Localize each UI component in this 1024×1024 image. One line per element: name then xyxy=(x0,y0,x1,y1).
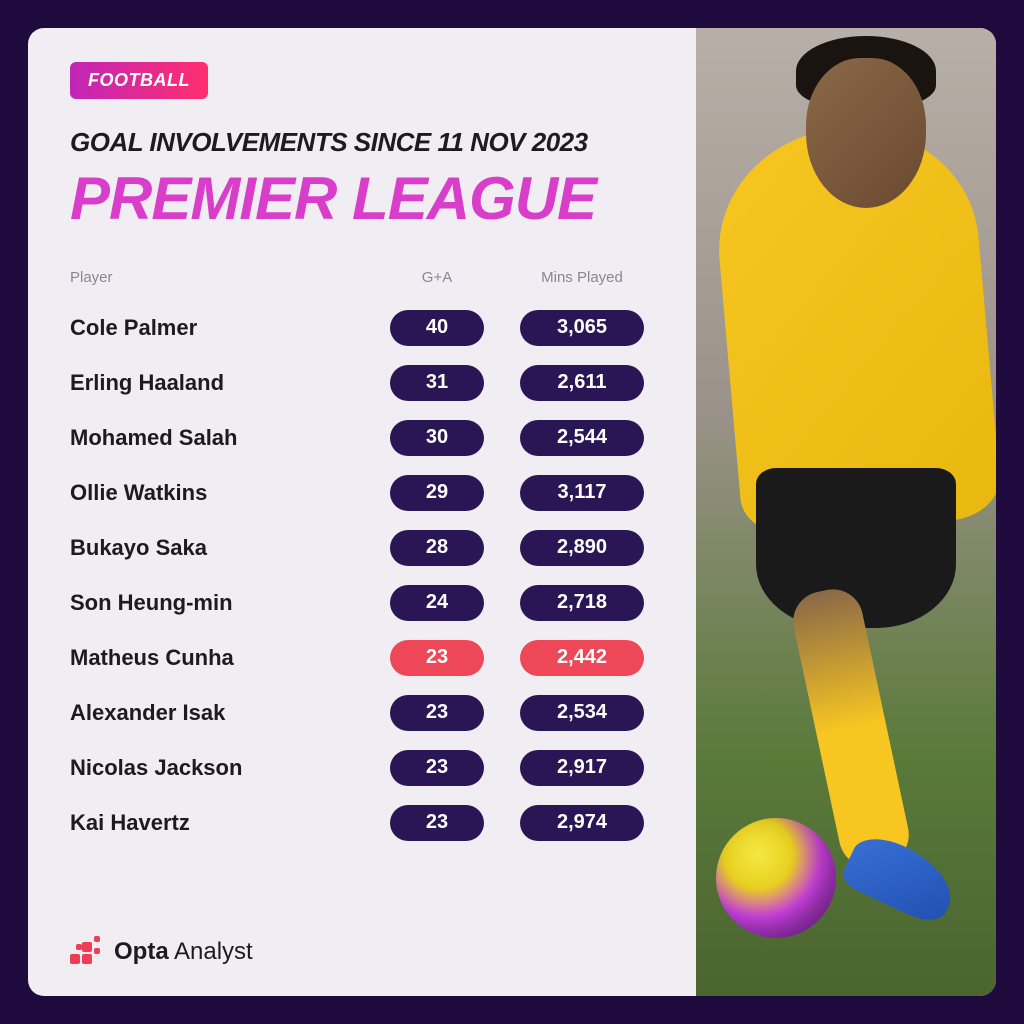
stats-card: FOOTBALL GOAL INVOLVEMENTS SINCE 11 NOV … xyxy=(28,28,996,996)
table-row: Cole Palmer 40 3,065 xyxy=(70,300,662,355)
ga-pill: 24 xyxy=(390,585,484,621)
mins-pill: 2,534 xyxy=(520,695,644,731)
table-body: Cole Palmer 40 3,065 Erling Haaland 31 2,611 M… xyxy=(70,300,662,914)
mins-cell: 3,117 xyxy=(502,475,662,511)
mins-cell: 2,544 xyxy=(502,420,662,456)
player-name: Matheus Cunha xyxy=(70,645,372,671)
mins-cell: 2,718 xyxy=(502,585,662,621)
mins-pill: 2,611 xyxy=(520,365,644,401)
mins-pill: 2,890 xyxy=(520,530,644,566)
col-header-mins: Mins Played xyxy=(502,269,662,286)
mins-pill: 2,442 xyxy=(520,640,644,676)
table-row: Ollie Watkins 29 3,117 xyxy=(70,465,662,520)
ga-cell: 24 xyxy=(372,585,502,621)
ga-pill: 28 xyxy=(390,530,484,566)
ga-pill: 23 xyxy=(390,750,484,786)
ga-cell: 23 xyxy=(372,750,502,786)
ga-pill: 29 xyxy=(390,475,484,511)
photo-head xyxy=(806,58,926,208)
mins-cell: 2,974 xyxy=(502,805,662,841)
photo-ball xyxy=(716,818,836,938)
ga-cell: 40 xyxy=(372,310,502,346)
card-subtitle: GOAL INVOLVEMENTS SINCE 11 NOV 2023 xyxy=(70,127,662,158)
table-row: Erling Haaland 31 2,611 xyxy=(70,355,662,410)
mins-pill: 2,917 xyxy=(520,750,644,786)
outer-frame: FOOTBALL GOAL INVOLVEMENTS SINCE 11 NOV … xyxy=(0,0,1024,1024)
mins-pill: 2,544 xyxy=(520,420,644,456)
content-panel: FOOTBALL GOAL INVOLVEMENTS SINCE 11 NOV … xyxy=(28,28,696,996)
table-header: Player G+A Mins Played xyxy=(70,269,662,300)
mins-cell: 2,534 xyxy=(502,695,662,731)
ga-cell: 30 xyxy=(372,420,502,456)
mins-cell: 2,917 xyxy=(502,750,662,786)
brand-bold: Opta xyxy=(114,938,169,965)
card-title: PREMIER LEAGUE xyxy=(70,164,662,233)
table-row: Son Heung-min 24 2,718 xyxy=(70,575,662,630)
opta-logo-icon xyxy=(70,936,102,968)
ga-cell: 23 xyxy=(372,640,502,676)
table-row: Nicolas Jackson 23 2,917 xyxy=(70,740,662,795)
ga-cell: 31 xyxy=(372,365,502,401)
ga-cell: 23 xyxy=(372,695,502,731)
player-name: Son Heung-min xyxy=(70,590,372,616)
col-header-player: Player xyxy=(70,269,372,286)
player-photo xyxy=(696,28,996,996)
ga-pill: 31 xyxy=(390,365,484,401)
mins-cell: 2,442 xyxy=(502,640,662,676)
mins-cell: 2,890 xyxy=(502,530,662,566)
table-row: Bukayo Saka 28 2,890 xyxy=(70,520,662,575)
player-name: Bukayo Saka xyxy=(70,535,372,561)
player-name: Nicolas Jackson xyxy=(70,755,372,781)
mins-pill: 2,974 xyxy=(520,805,644,841)
mins-pill: 3,065 xyxy=(520,310,644,346)
ga-cell: 29 xyxy=(372,475,502,511)
footer: Opta Analyst xyxy=(70,914,662,968)
mins-pill: 3,117 xyxy=(520,475,644,511)
ga-pill: 23 xyxy=(390,640,484,676)
table-row: Mohamed Salah 30 2,544 xyxy=(70,410,662,465)
brand-light: Analyst xyxy=(169,938,253,965)
player-name: Mohamed Salah xyxy=(70,425,372,451)
player-name: Ollie Watkins xyxy=(70,480,372,506)
player-name: Alexander Isak xyxy=(70,700,372,726)
ga-cell: 28 xyxy=(372,530,502,566)
player-name: Kai Havertz xyxy=(70,810,372,836)
mins-cell: 3,065 xyxy=(502,310,662,346)
player-name: Cole Palmer xyxy=(70,315,372,341)
ga-pill: 23 xyxy=(390,695,484,731)
table-row: Matheus Cunha 23 2,442 xyxy=(70,630,662,685)
col-header-ga: G+A xyxy=(372,269,502,286)
ga-cell: 23 xyxy=(372,805,502,841)
mins-pill: 2,718 xyxy=(520,585,644,621)
ga-pill: 30 xyxy=(390,420,484,456)
brand-name: Opta Analyst xyxy=(114,938,253,966)
table-row: Alexander Isak 23 2,534 xyxy=(70,685,662,740)
ga-pill: 40 xyxy=(390,310,484,346)
table-row: Kai Havertz 23 2,974 xyxy=(70,795,662,850)
ga-pill: 23 xyxy=(390,805,484,841)
mins-cell: 2,611 xyxy=(502,365,662,401)
category-badge: FOOTBALL xyxy=(70,62,208,99)
player-name: Erling Haaland xyxy=(70,370,372,396)
